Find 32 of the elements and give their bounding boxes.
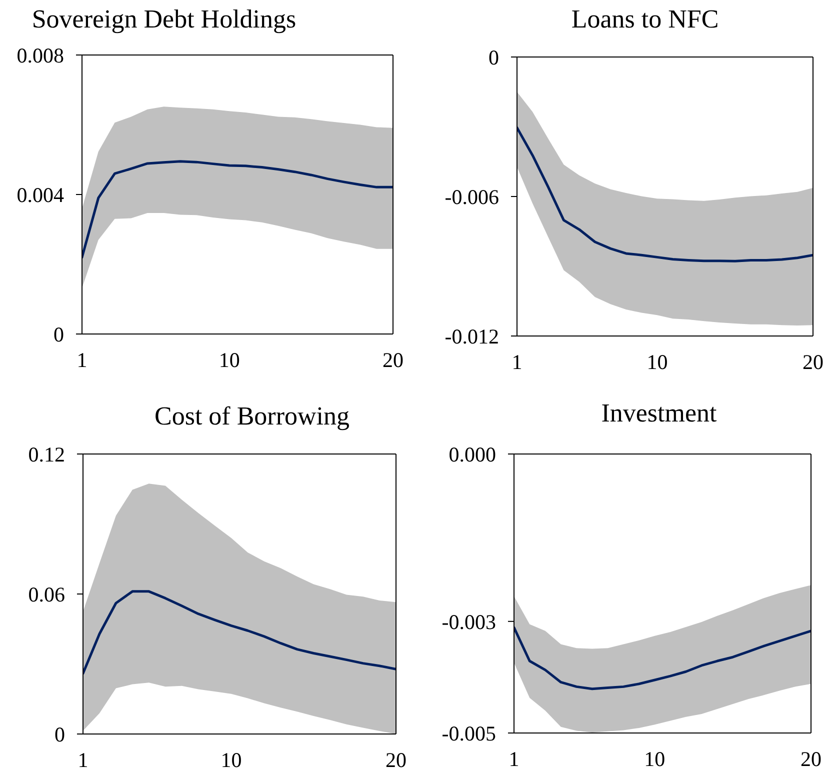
- x-tick-label: 10: [644, 746, 666, 771]
- y-tick-label: -0.006: [444, 184, 499, 209]
- y-tick-label: 0.06: [28, 582, 65, 606]
- y-tick-label: 0.000: [448, 442, 496, 466]
- x-tick-label: 1: [508, 746, 520, 771]
- y-tick-label: -0.003: [442, 610, 496, 634]
- chart-title: Loans to NFC: [571, 4, 719, 34]
- x-tick-label: 20: [802, 350, 824, 374]
- y-tick-label: -0.005: [442, 721, 496, 746]
- y-tick-label: 0: [54, 722, 65, 746]
- line-series: [514, 626, 811, 690]
- x-tick-label: 10: [220, 748, 242, 772]
- x-tick-label: 1: [78, 748, 88, 772]
- x-tick-label: 20: [382, 348, 404, 372]
- x-tick-label: 1: [512, 350, 522, 374]
- y-tick-label: 0: [488, 45, 499, 70]
- x-tick-label: 1: [76, 348, 88, 372]
- x-tick-label: 10: [646, 350, 668, 374]
- x-tick-label: 20: [386, 748, 406, 772]
- line-series: [517, 126, 813, 262]
- line-series: [83, 590, 396, 675]
- y-tick-label: 0.12: [28, 442, 65, 466]
- chart-title: Investment: [601, 398, 717, 428]
- y-tick-label: 0: [54, 322, 64, 346]
- chart-title: Cost of Borrowing: [154, 402, 350, 432]
- y-tick-label: 0.004: [16, 182, 64, 207]
- x-tick-label: 20: [800, 746, 822, 771]
- y-tick-label: 0.008: [16, 43, 64, 68]
- x-tick-label: 10: [218, 348, 240, 372]
- line-series: [82, 160, 393, 259]
- chart-title: Sovereign Debt Holdings: [32, 4, 296, 34]
- y-tick-label: -0.012: [444, 324, 499, 348]
